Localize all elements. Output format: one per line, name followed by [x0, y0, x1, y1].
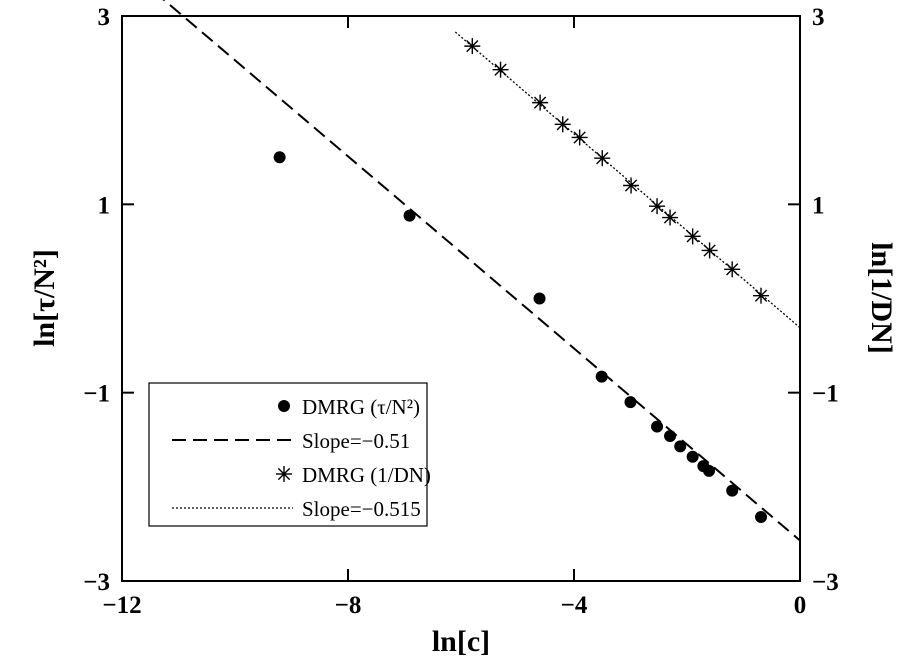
data-point-dn — [464, 38, 481, 55]
y-axis-title-right: ln[1/DN] — [865, 242, 898, 354]
series-lines — [162, 0, 801, 542]
y-tick-label-left: −3 — [83, 569, 110, 596]
y-tick-label-left: −1 — [83, 381, 110, 408]
x-tick-label: −4 — [561, 592, 588, 619]
data-point-dn — [701, 242, 718, 259]
plot-area — [121, 15, 801, 582]
data-point-dn — [594, 150, 611, 167]
y-tick-label-right: −1 — [812, 381, 839, 408]
data-point-tau — [533, 292, 546, 305]
data-point-dn — [753, 287, 770, 304]
data-point-tau — [703, 464, 716, 477]
legend-marker-circle — [278, 400, 290, 412]
data-point-dn — [532, 94, 549, 111]
y-tick-label-right: 3 — [812, 4, 825, 31]
legend-label: DMRG (1/DN) — [302, 463, 431, 487]
y-axis-title-left: ln[τ/N²] — [28, 249, 61, 347]
data-point-tau — [403, 209, 416, 222]
legend-marker-asterisk — [276, 466, 292, 482]
x-axis-title: ln[c] — [432, 625, 490, 658]
data-point-dn — [662, 209, 679, 226]
y-tick-label-right: 1 — [812, 192, 825, 219]
legend-entry: DMRG (1/DN) — [276, 463, 431, 487]
data-point-dn — [571, 129, 588, 146]
legend-label: DMRG (τ/N²) — [302, 395, 420, 419]
data-point-tau — [595, 370, 608, 383]
data-point-dn — [554, 116, 571, 133]
legend-label: Slope=−0.51 — [302, 429, 410, 453]
data-point-tau — [674, 440, 687, 453]
y-tick-label-left: 1 — [98, 192, 111, 219]
legend: DMRG (τ/N²) Slope=−0.51 DMRG (1/DN) Slope=−… — [148, 382, 431, 527]
data-point-dn — [724, 261, 741, 278]
data-point-tau — [651, 420, 664, 433]
data-point-dn — [649, 198, 666, 215]
legend-entry: Slope=−0.51 — [172, 429, 410, 453]
legend-label: Slope=−0.515 — [302, 497, 421, 521]
data-point-dn — [623, 177, 640, 194]
data-point-dn — [684, 228, 701, 245]
series-points — [273, 38, 770, 523]
ticks: −12 −8 −4 0 3 1 −1 −3 3 1 −1 −3 — [83, 4, 839, 619]
data-point-tau — [726, 484, 739, 497]
data-point-tau — [273, 151, 286, 164]
x-tick-label: 0 — [794, 592, 807, 619]
data-point-tau — [755, 510, 768, 523]
legend-entry: Slope=−0.515 — [172, 497, 421, 521]
fit-line-dotted — [454, 31, 801, 329]
data-point-tau — [686, 450, 699, 463]
data-point-tau — [624, 396, 637, 409]
x-tick-label: −8 — [335, 592, 362, 619]
y-tick-label-right: −3 — [812, 569, 839, 596]
x-tick-label: −12 — [102, 592, 141, 619]
legend-entry: DMRG (τ/N²) — [278, 395, 420, 419]
y-tick-label-left: 3 — [98, 4, 111, 31]
data-point-tau — [664, 429, 677, 442]
data-point-dn — [492, 61, 509, 78]
fit-line-dashed — [162, 0, 801, 542]
